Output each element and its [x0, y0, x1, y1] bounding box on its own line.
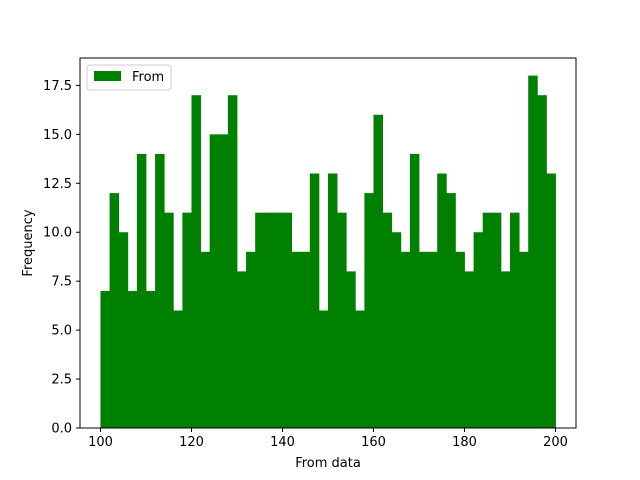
- histogram-bar: [155, 153, 165, 428]
- legend-swatch: [94, 71, 121, 81]
- x-axis-label: From data: [295, 456, 361, 471]
- legend-label: From: [132, 70, 164, 85]
- y-tick-label: 0.0: [51, 422, 72, 437]
- histogram-bar: [291, 251, 302, 428]
- x-tick-label: 120: [179, 435, 204, 450]
- y-tick-label: 10.0: [43, 226, 72, 241]
- bars-group: [100, 75, 556, 429]
- histogram-bar: [218, 134, 229, 428]
- histogram-bar: [409, 153, 420, 428]
- histogram-bar: [118, 232, 129, 428]
- histogram-bar: [328, 173, 338, 428]
- histogram-bar: [164, 212, 174, 428]
- histogram-bar: [400, 251, 411, 428]
- x-axis-ticks: 100 120 140 160 180 200: [88, 428, 568, 450]
- histogram-bar: [364, 193, 374, 428]
- y-tick-label: 7.5: [51, 275, 72, 290]
- x-tick-label: 100: [88, 435, 113, 450]
- histogram-bar: [264, 212, 274, 428]
- y-tick-label: 15.0: [43, 128, 72, 143]
- histogram-bar: [246, 251, 256, 428]
- histogram-bar: [337, 212, 347, 428]
- histogram-bar: [209, 134, 220, 428]
- histogram-bar: [200, 251, 211, 428]
- histogram-bar: [500, 271, 511, 428]
- histogram-bar: [127, 290, 138, 428]
- histogram-bar: [145, 290, 156, 428]
- histogram-bar: [446, 193, 456, 428]
- histogram-bar: [300, 251, 311, 428]
- y-axis-label: Frequency: [21, 209, 36, 276]
- histogram-bar: [382, 212, 393, 428]
- x-tick-label: 200: [543, 435, 568, 450]
- histogram-bar: [273, 212, 283, 428]
- y-tick-label: 5.0: [51, 324, 72, 339]
- histogram-bar: [419, 251, 429, 428]
- x-tick-label: 140: [270, 435, 295, 450]
- histogram-bar: [182, 212, 192, 428]
- histogram-bar: [519, 251, 529, 428]
- histogram-bar: [546, 173, 556, 428]
- x-tick-label: 180: [452, 435, 477, 450]
- histogram-bar: [482, 212, 493, 428]
- histogram-bar: [191, 95, 201, 428]
- histogram-bar: [227, 95, 238, 428]
- y-tick-label: 17.5: [43, 79, 72, 94]
- y-axis-ticks: 0.0 2.5 5.0 7.5 10.0 12.5 15.0 17.5: [43, 79, 80, 437]
- histogram-bar: [510, 212, 520, 428]
- histogram-bar: [236, 271, 247, 428]
- histogram-bar: [136, 153, 147, 428]
- histogram-bar: [173, 310, 183, 428]
- x-tick-label: 160: [361, 435, 386, 450]
- histogram-bar: [318, 310, 329, 428]
- histogram-bar: [282, 212, 292, 428]
- histogram-bar: [491, 212, 502, 428]
- axes-frame: [79, 57, 577, 429]
- histogram-bar: [109, 193, 120, 428]
- histogram-bar: [100, 290, 110, 428]
- legend: From: [86, 64, 172, 91]
- histogram-bar: [437, 173, 447, 428]
- y-tick-label: 12.5: [43, 177, 72, 192]
- histogram-bar: [464, 271, 475, 428]
- histogram-bar: [455, 251, 465, 428]
- histogram-bar: [428, 251, 438, 428]
- histogram-bar: [473, 232, 484, 428]
- histogram-bar: [355, 310, 365, 428]
- histogram-bar: [309, 173, 320, 428]
- histogram-bar: [537, 95, 547, 428]
- histogram-bar: [373, 114, 383, 429]
- y-tick-label: 2.5: [51, 373, 72, 388]
- histogram-bar: [528, 75, 538, 429]
- histogram-bar: [255, 212, 265, 428]
- histogram-bar: [346, 271, 356, 428]
- histogram-bar: [391, 232, 402, 428]
